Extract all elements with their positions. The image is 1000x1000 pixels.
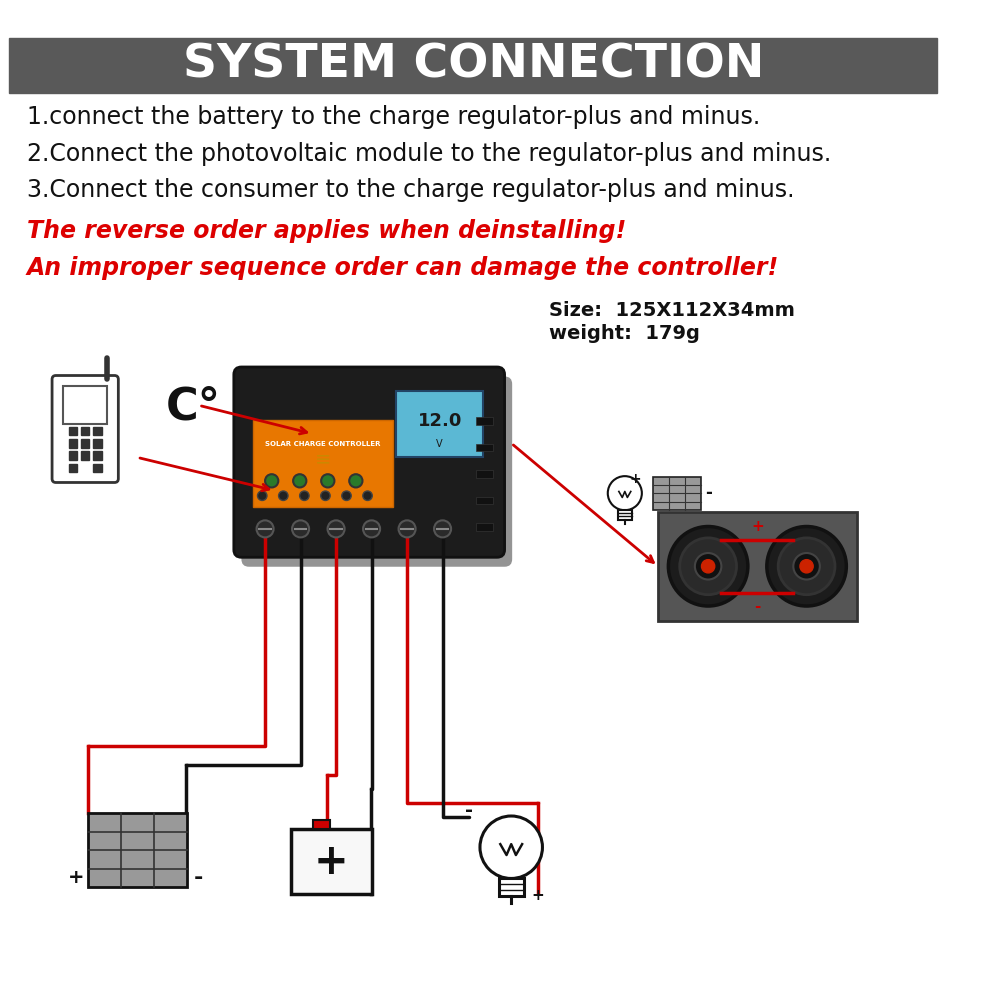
Circle shape <box>293 474 306 487</box>
Circle shape <box>300 491 309 500</box>
Text: Size:  125X112X34mm: Size: 125X112X34mm <box>549 301 795 320</box>
Text: 12.0: 12.0 <box>417 412 462 430</box>
Bar <box>81 427 89 435</box>
Text: +: + <box>531 888 544 903</box>
FancyBboxPatch shape <box>52 376 118 482</box>
FancyBboxPatch shape <box>241 376 512 567</box>
Circle shape <box>668 527 748 606</box>
Circle shape <box>778 538 835 595</box>
Text: 1.connect the battery to the charge regulator-plus and minus.: 1.connect the battery to the charge regu… <box>27 105 760 129</box>
Bar <box>476 523 493 531</box>
Circle shape <box>680 538 737 595</box>
Bar <box>93 427 102 435</box>
Bar <box>69 451 77 460</box>
Circle shape <box>321 474 334 487</box>
Bar <box>476 470 493 478</box>
Bar <box>499 878 524 896</box>
Text: SOLAR CHARGE CONTROLLER: SOLAR CHARGE CONTROLLER <box>265 441 381 447</box>
Text: -: - <box>465 801 473 820</box>
Text: 2.Connect the photovoltaic module to the regulator-plus and minus.: 2.Connect the photovoltaic module to the… <box>27 142 831 166</box>
Text: An improper sequence order can damage the controller!: An improper sequence order can damage th… <box>27 256 779 280</box>
Bar <box>653 477 701 510</box>
Bar <box>396 391 483 457</box>
Bar <box>69 464 77 472</box>
Circle shape <box>321 491 330 500</box>
Text: C°: C° <box>166 386 221 429</box>
Circle shape <box>257 520 274 537</box>
Text: 3.Connect the consumer to the charge regulator-plus and minus.: 3.Connect the consumer to the charge reg… <box>27 178 794 202</box>
FancyBboxPatch shape <box>234 367 505 557</box>
Circle shape <box>363 520 380 537</box>
Circle shape <box>434 520 451 537</box>
Circle shape <box>349 474 362 487</box>
Circle shape <box>257 491 267 500</box>
Bar <box>476 444 493 451</box>
Bar <box>9 38 937 93</box>
Circle shape <box>399 520 416 537</box>
Bar <box>63 386 107 424</box>
Bar <box>93 439 102 448</box>
Circle shape <box>701 560 715 573</box>
Bar <box>291 829 372 894</box>
Circle shape <box>793 553 820 580</box>
Text: The reverse order applies when deinstalling!: The reverse order applies when deinstall… <box>27 219 626 243</box>
Bar <box>658 512 857 621</box>
Circle shape <box>363 491 372 500</box>
Circle shape <box>342 491 351 500</box>
Bar <box>88 813 187 887</box>
Circle shape <box>767 527 846 606</box>
Text: +: + <box>68 868 84 887</box>
Bar <box>618 510 632 520</box>
Bar <box>93 464 102 472</box>
Text: V: V <box>436 439 443 449</box>
Bar <box>81 439 89 448</box>
Circle shape <box>695 553 721 580</box>
Circle shape <box>608 476 642 510</box>
Text: +: + <box>751 519 764 534</box>
Bar <box>69 427 77 435</box>
Circle shape <box>292 520 309 537</box>
Text: SYSTEM CONNECTION: SYSTEM CONNECTION <box>183 43 764 88</box>
Text: weight:  179g: weight: 179g <box>549 324 700 343</box>
Circle shape <box>265 474 278 487</box>
Bar <box>93 451 102 460</box>
Circle shape <box>279 491 288 500</box>
Text: -: - <box>705 484 712 502</box>
Bar <box>313 820 330 829</box>
Bar <box>476 497 493 504</box>
Circle shape <box>800 560 813 573</box>
Text: -: - <box>194 868 203 888</box>
Circle shape <box>480 816 542 878</box>
Bar <box>69 439 77 448</box>
Text: ≡: ≡ <box>315 449 331 468</box>
Bar <box>253 420 393 507</box>
Text: -: - <box>754 599 761 614</box>
Text: +: + <box>314 841 349 883</box>
Bar <box>81 451 89 460</box>
Circle shape <box>328 520 345 537</box>
Text: +: + <box>630 472 641 486</box>
Bar <box>476 417 493 425</box>
